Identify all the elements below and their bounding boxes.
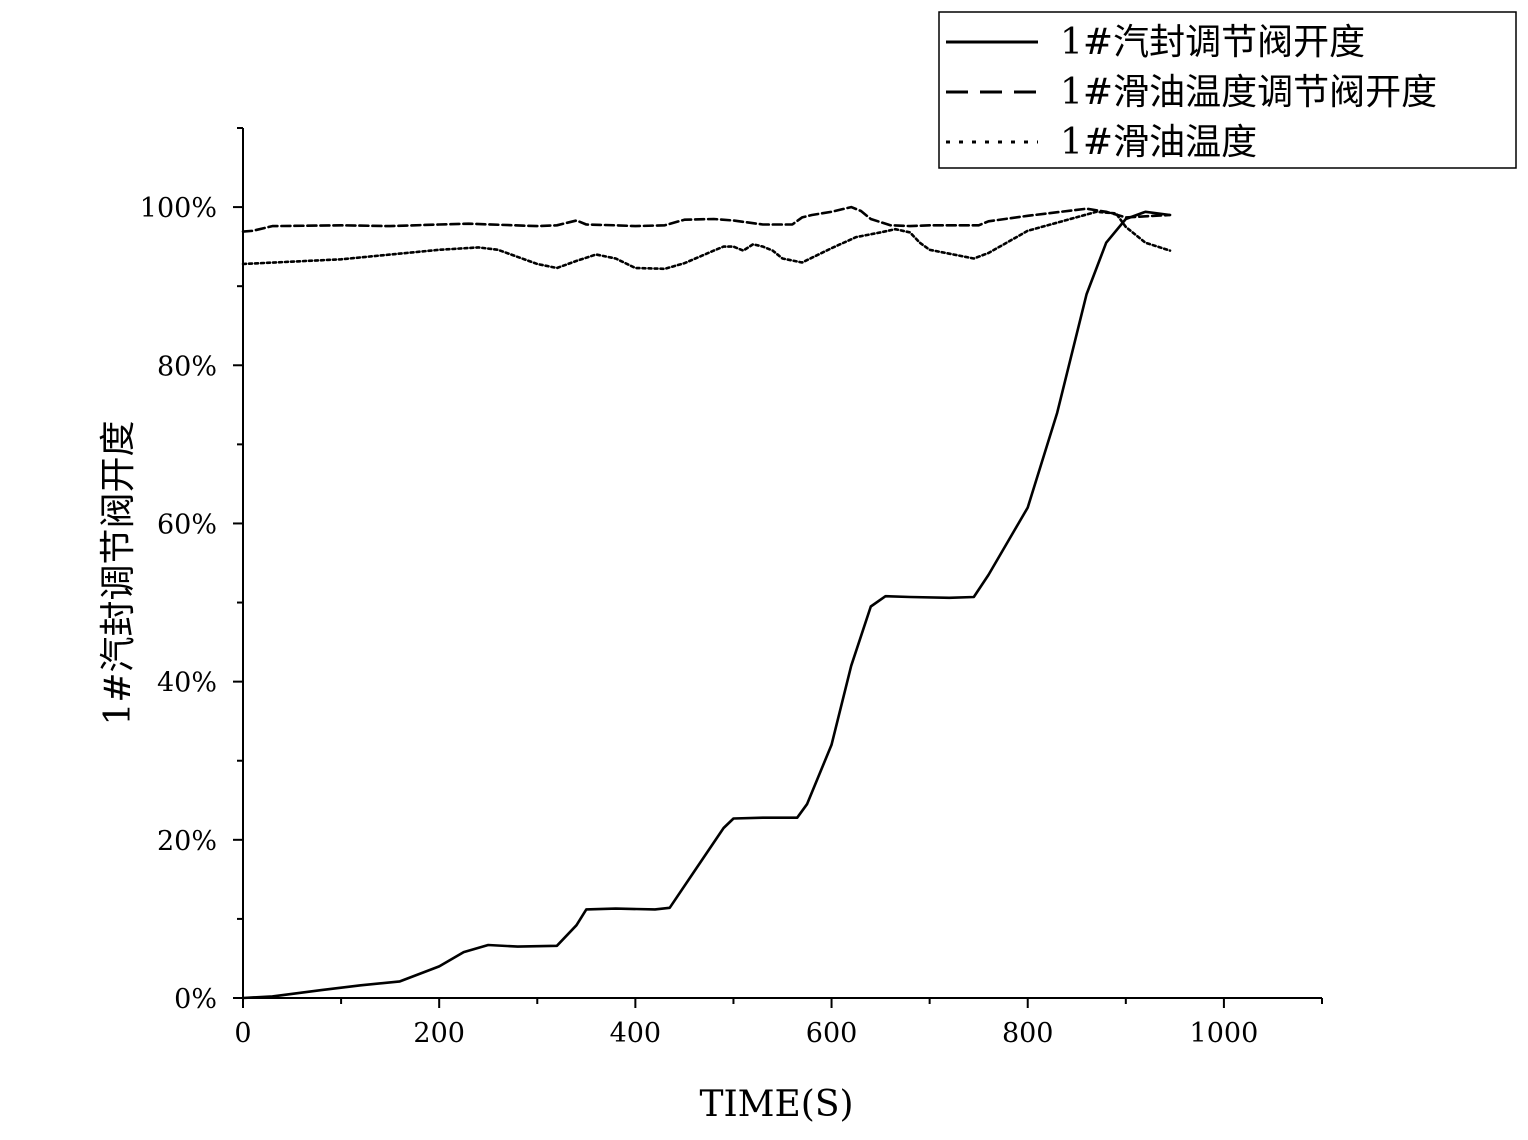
x-tick-label: 400 — [610, 1018, 662, 1049]
legend-label: 1#滑油温度 — [1060, 122, 1257, 163]
series-line-dashed — [241, 205, 1172, 233]
y-tick-label: 40% — [157, 668, 217, 699]
y-tick-label: 100% — [140, 193, 217, 224]
y-axis-title: 1#汽封调节阀开度 — [98, 420, 139, 725]
legend: 1#汽封调节阀开度 1#滑油温度调节阀开度 1#滑油温度 — [938, 11, 1517, 169]
x-tick-label: 200 — [413, 1018, 465, 1049]
x-tick-label: 600 — [806, 1018, 858, 1049]
legend-label: 1#汽封调节阀开度 — [1060, 22, 1365, 63]
legend-frame — [938, 11, 1517, 169]
y-tick-label: 80% — [157, 351, 217, 382]
series-line-dotted — [241, 210, 1172, 271]
x-axis-title: TIME(S) — [699, 1084, 853, 1125]
x-tick-label: 800 — [1002, 1018, 1054, 1049]
plot-marks — [241, 205, 1172, 1000]
legend-label: 1#滑油温度调节阀开度 — [1060, 72, 1437, 113]
y-tick-label: 20% — [157, 826, 217, 857]
axes: 0 200 400 600 800 1000 0% 20% 40% 60% 80% 100% — [140, 127, 1323, 1049]
y-tick-label: 60% — [157, 509, 217, 540]
x-tick-label: 1000 — [1190, 1018, 1259, 1049]
y-tick-label: 0% — [174, 984, 217, 1015]
series-line-solid — [241, 210, 1172, 1000]
x-tick-label: 0 — [234, 1018, 251, 1049]
